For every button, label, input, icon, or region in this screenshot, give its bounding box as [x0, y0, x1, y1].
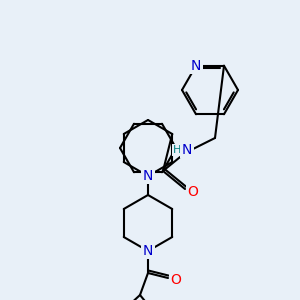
- Text: H: H: [173, 145, 181, 155]
- Text: N: N: [143, 244, 153, 258]
- Text: N: N: [143, 169, 153, 183]
- Text: O: O: [171, 273, 182, 287]
- Text: N: N: [191, 59, 201, 73]
- Text: O: O: [188, 185, 198, 199]
- Text: N: N: [182, 143, 192, 157]
